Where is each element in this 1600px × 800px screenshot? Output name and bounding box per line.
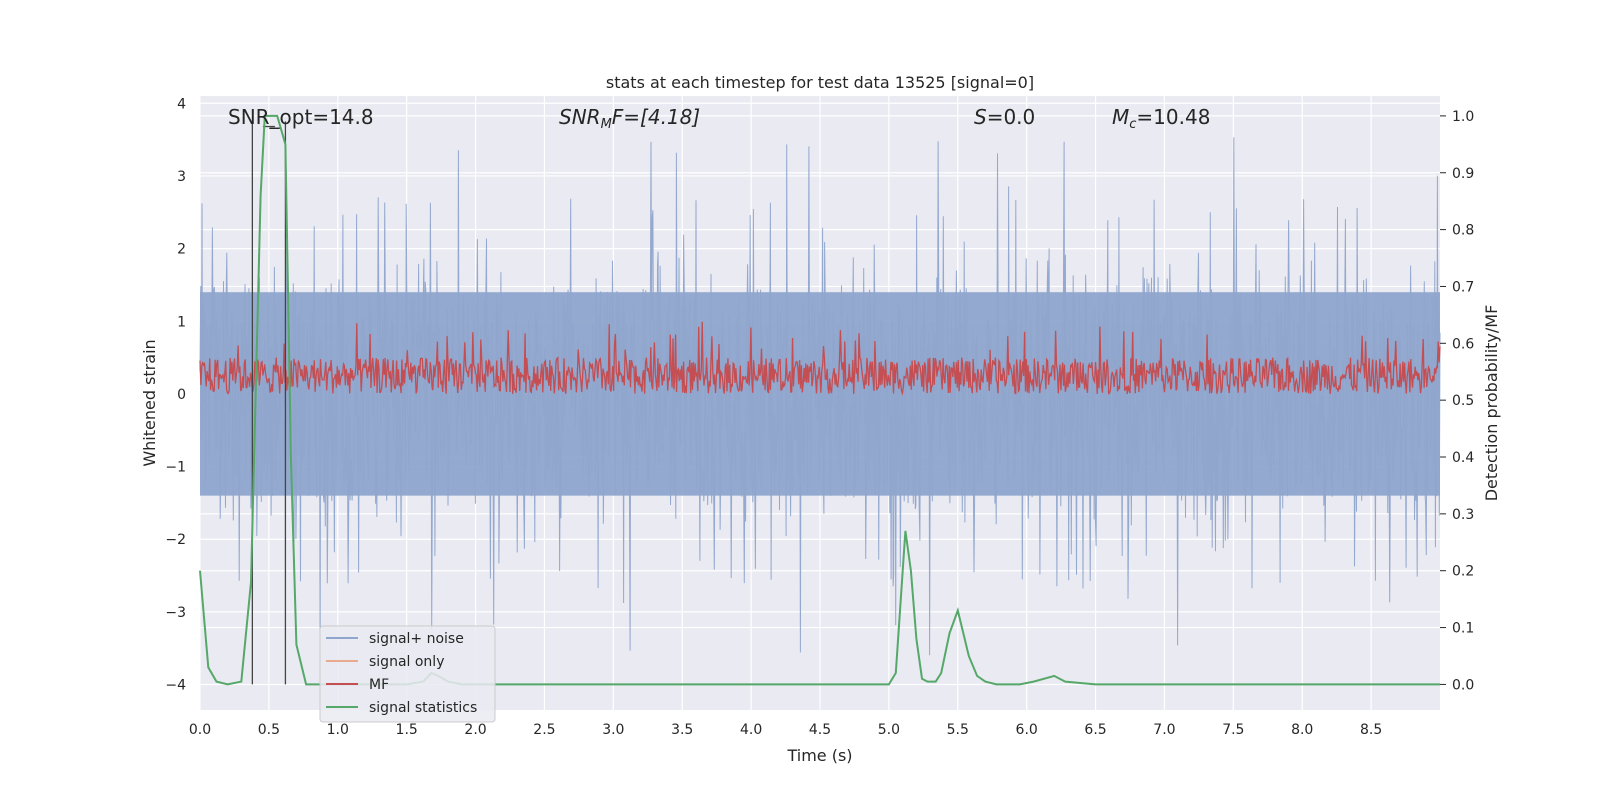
- signal-statistics-line: [199, 114, 1440, 686]
- annotation-mc: Mc=10.48: [1112, 105, 1210, 132]
- y-right-tick-label-8: 0.2: [1452, 564, 1474, 580]
- x-tick-label-1: 0.5: [258, 722, 280, 738]
- y-left-tick-label-2: 2: [177, 242, 186, 258]
- y-right-tick-label-6: 0.4: [1452, 450, 1474, 466]
- x-tick-label-14: 7.0: [1153, 722, 1175, 738]
- y-left-tick-label-4: 0: [177, 387, 186, 403]
- y-left-tick-label-8: −4: [165, 678, 186, 694]
- x-tick-label-10: 5.0: [878, 722, 900, 738]
- y-left-tick-label-1: 3: [177, 169, 186, 185]
- legend-label-mf: MF: [369, 677, 389, 693]
- x-axis-label: Time (s): [786, 746, 852, 765]
- x-tick-label-2: 1.0: [327, 722, 349, 738]
- y-axis-label-right: Detection probability/MF: [1482, 305, 1501, 502]
- y-left-tick-label-0: 4: [177, 96, 186, 112]
- y-axis-label-left: Whitened strain: [140, 339, 159, 466]
- y-right-tick-label-9: 0.1: [1452, 621, 1474, 637]
- x-tick-label-4: 2.0: [464, 722, 486, 738]
- y-left-tick-label-7: −3: [165, 605, 186, 621]
- x-tick-label-0: 0.0: [189, 722, 211, 738]
- x-tick-label-15: 7.5: [1222, 722, 1244, 738]
- y-right-tick-label-3: 0.7: [1452, 279, 1474, 295]
- legend-box: [319, 625, 496, 723]
- x-tick-label-6: 3.0: [602, 722, 624, 738]
- signal-noise-series: [199, 137, 1441, 656]
- x-tick-label-3: 1.5: [396, 722, 418, 738]
- legend-label-signal-only: signal only: [369, 654, 444, 670]
- y-left-tick-label-5: −1: [165, 460, 186, 476]
- y-right-tick-label-4: 0.6: [1452, 336, 1474, 352]
- chart-title: stats at each timestep for test data 135…: [606, 73, 1034, 92]
- legend: signal+ noise signal only MF signal stat…: [319, 625, 496, 723]
- x-tick-label-12: 6.0: [1016, 722, 1038, 738]
- mf-line: [199, 321, 1441, 396]
- x-tick-label-5: 2.5: [533, 722, 555, 738]
- x-tick-label-11: 5.5: [947, 722, 969, 738]
- x-tick-label-9: 4.5: [809, 722, 831, 738]
- annotation-snr-opt: SNR_opt=14.8: [228, 105, 374, 129]
- y-right-tick-label-5: 0.5: [1452, 393, 1474, 409]
- legend-label-signal-noise: signal+ noise: [369, 631, 464, 647]
- right-y-tick-labels: 1.0 0.9 0.8 0.7 0.6 0.5 0.4 0.3 0.2 0.1 0.0: [1440, 109, 1474, 693]
- y-right-tick-label-7: 0.3: [1452, 507, 1474, 523]
- y-right-tick-label-2: 0.8: [1452, 223, 1474, 239]
- y-right-tick-label-0: 1.0: [1452, 109, 1474, 125]
- legend-label-signal-statistics: signal statistics: [369, 700, 477, 716]
- x-tick-label-8: 4.0: [740, 722, 762, 738]
- y-left-tick-label-3: 1: [177, 314, 186, 330]
- annotation-snr-mf: SNRMF=[4.18]: [559, 105, 700, 132]
- mf-series: [199, 321, 1441, 396]
- left-y-tick-labels: 4 3 2 1 0 −1 −2 −3 −4: [165, 96, 186, 693]
- x-tick-label-7: 3.5: [671, 722, 693, 738]
- y-left-tick-label-6: −2: [165, 532, 186, 548]
- signal-noise-line: [199, 137, 1441, 656]
- x-tick-label-16: 8.0: [1291, 722, 1313, 738]
- y-right-tick-label-10: 0.0: [1452, 677, 1474, 693]
- x-tick-label-17: 8.5: [1360, 722, 1382, 738]
- x-tick-label-13: 6.5: [1084, 722, 1106, 738]
- x-tick-labels: 0.0 0.5 1.0 1.5 2.0 2.5 3.0 3.5 4.0 4.5 5.0 5.5 6.0 6…: [189, 722, 1382, 738]
- signal-statistics-series: [199, 114, 1440, 686]
- annotation-s: S=0.0: [974, 105, 1035, 129]
- y-right-tick-label-1: 0.9: [1452, 166, 1474, 182]
